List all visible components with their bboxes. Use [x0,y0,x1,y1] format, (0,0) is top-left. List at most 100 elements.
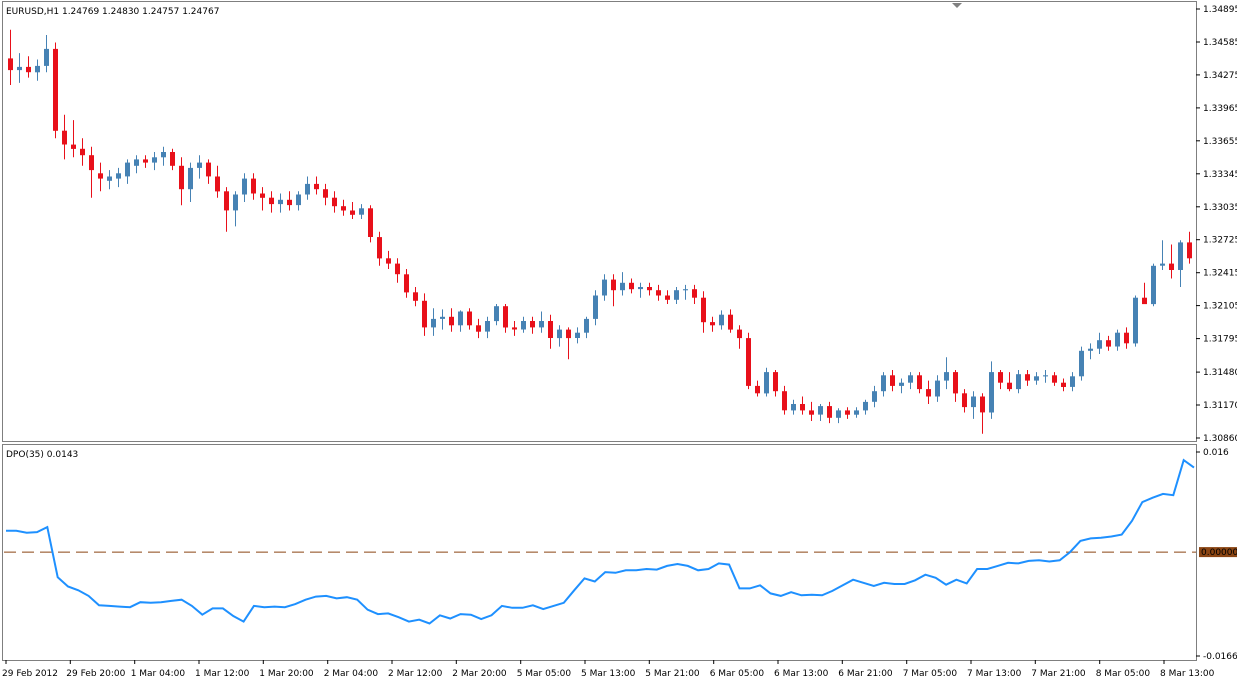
candle [899,378,904,394]
candle-body [224,191,229,211]
candle-body [1052,375,1057,383]
candle [305,176,310,200]
candle [611,274,616,307]
candle-body [1169,263,1174,270]
candle-body [647,287,652,291]
candle [602,274,607,301]
candle [404,269,409,298]
candle [701,291,706,333]
time-tick-label: 7 Mar 05:00 [903,669,958,679]
candle [224,187,229,232]
candle-body [899,382,904,386]
price-pane-frame [2,1,1197,442]
candle [431,308,436,336]
time-tick-label: 7 Mar 21:00 [1031,669,1086,679]
candle [881,372,886,397]
candle [350,202,355,219]
time-tick-label: 1 Mar 12:00 [195,669,250,679]
candle-body [1088,348,1093,351]
time-tick-label: 6 Mar 21:00 [838,669,893,679]
candle-body [107,176,112,181]
dpo-tick-label: -0.0166 [1203,652,1237,662]
candle [260,187,265,211]
candle [476,318,481,339]
price-tick-label: 1.31795 [1203,335,1237,345]
candle-body [440,316,445,319]
candle-body [710,322,715,326]
candle-body [971,396,976,408]
candle [1052,372,1057,386]
candle-body [242,178,247,195]
candle-body [458,311,463,326]
candle-body [332,197,337,207]
candle-body [395,263,400,275]
candle-body [314,183,319,190]
candle [854,407,859,418]
candle [53,42,58,139]
candle [1034,372,1039,385]
candle-body [1124,332,1129,344]
candle-body [512,327,517,330]
price-tick-label: 1.33035 [1203,203,1237,213]
candle-body [233,194,238,211]
price-tick-label: 1.34585 [1203,38,1237,48]
candle-body [791,404,796,411]
chart-shift-marker-icon[interactable] [952,3,962,8]
candle-body [98,173,103,179]
candle-body [539,321,544,328]
candle [413,287,418,307]
candle-body [962,393,967,408]
candle-body [1079,350,1084,377]
candle-body [926,389,931,397]
candle [188,162,193,202]
candle-body [944,372,949,381]
candle [638,282,643,298]
candle [8,29,13,85]
candle [233,191,238,227]
candle-body [71,144,76,149]
candle-body [728,314,733,330]
candle-body [215,176,220,192]
price-tick-label: 1.30860 [1203,434,1237,444]
candle-body [521,321,526,330]
candle-body [368,208,373,237]
candle [998,370,1003,390]
candle [620,272,625,296]
price-tick-label: 1.33965 [1203,104,1237,114]
candle-body [413,292,418,301]
candle [125,159,130,184]
candle [665,290,670,304]
candle [836,408,841,424]
candle-body [1151,265,1156,305]
candle [674,287,679,304]
time-tick-label: 29 Feb 2012 [2,669,58,679]
candle [1187,231,1192,264]
candle-body [764,372,769,394]
candle [1079,346,1084,381]
candle [1070,372,1075,392]
candle-body [917,375,922,390]
candle-body [116,173,121,179]
candle-body [1187,242,1192,259]
candle-body [1142,297,1147,305]
candle [1169,244,1174,279]
candle [332,191,337,213]
candle [917,372,922,394]
candle [575,327,580,344]
candle-body [359,208,364,215]
candle-body [773,372,778,392]
indicator-pane-frame [2,444,1197,661]
candle [656,284,661,301]
candle [926,380,931,404]
candle-body [953,372,958,394]
time-tick-label: 6 Mar 05:00 [710,669,765,679]
candle-body [53,48,58,131]
candle-body [980,396,985,413]
candle [251,173,256,200]
candle [548,314,553,349]
candle-body [593,295,598,319]
candle-body [62,130,67,145]
candle-body [251,178,256,194]
candle-body [683,289,688,291]
